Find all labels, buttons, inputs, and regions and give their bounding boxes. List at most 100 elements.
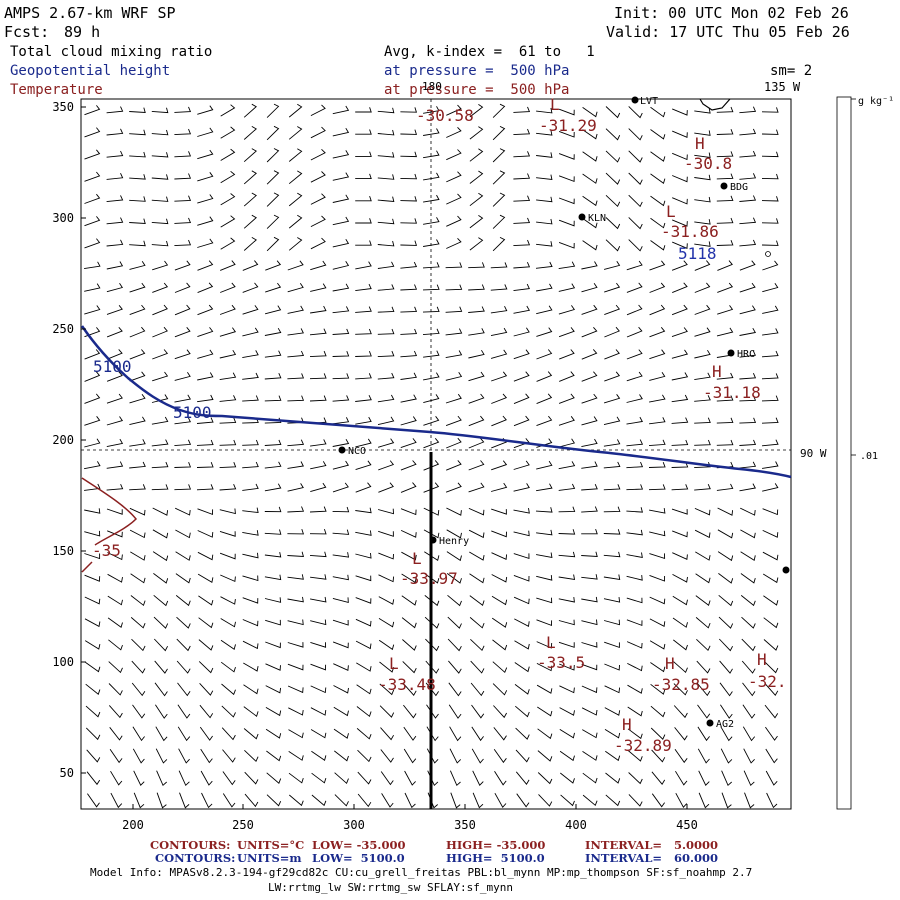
footer-temp-interval: INTERVAL= 5.0000: [585, 838, 719, 852]
wind-barb: [84, 618, 101, 628]
wind-barb: [197, 172, 214, 182]
wind-barb: [288, 707, 304, 716]
wind-barb: [671, 484, 689, 491]
wind-barb: [605, 106, 621, 119]
wind-barb: [469, 148, 484, 162]
wind-barb: [84, 508, 101, 514]
wind-barb: [536, 483, 553, 492]
wind-barb: [151, 484, 169, 491]
wind-barb: [177, 682, 191, 697]
wind-barb: [513, 483, 530, 492]
wind-barb: [400, 482, 417, 493]
wind-barb: [84, 416, 101, 426]
wind-barb: [264, 395, 282, 402]
wind-barb: [558, 416, 575, 426]
wind-barb: [377, 438, 395, 448]
wind-barb: [174, 151, 192, 158]
wind-barb: [219, 530, 236, 537]
wind-barb: [604, 349, 620, 360]
wind-barb: [84, 305, 101, 315]
wind-barb: [650, 173, 666, 185]
y-tick-label: 100: [52, 655, 74, 669]
wind-barb: [310, 574, 327, 580]
wind-barb: [152, 529, 169, 539]
wind-barb: [310, 685, 327, 694]
wind-barb: [106, 371, 123, 382]
temp-label-3397: -33.97: [400, 569, 458, 588]
wind-barb: [129, 461, 146, 469]
wind-barb: [129, 151, 146, 158]
wind-barb: [220, 260, 236, 271]
wind-barb: [176, 638, 191, 652]
wind-barb: [264, 529, 282, 535]
wind-barb: [762, 551, 779, 561]
wind-barb: [355, 218, 372, 224]
wind-barb: [581, 371, 598, 382]
wind-barb: [219, 484, 237, 491]
wind-barb: [447, 616, 462, 629]
wind-barb: [603, 439, 621, 447]
wind-barb: [84, 461, 101, 470]
height-label-1: 5100: [93, 357, 132, 376]
wind-barb: [288, 237, 303, 251]
wind-barb: [536, 597, 553, 604]
wind-barb: [85, 683, 101, 695]
wind-barb: [716, 439, 734, 446]
wind-barb: [765, 726, 778, 741]
x-tick-label: 400: [565, 818, 587, 832]
wind-barb: [242, 395, 259, 402]
height-label-low: 5118: [678, 244, 717, 263]
wind-barb: [513, 327, 530, 337]
wind-barb: [763, 639, 779, 651]
wind-barb: [537, 728, 553, 740]
wind-barb: [469, 617, 485, 629]
wind-barb: [628, 750, 643, 762]
wind-barb: [490, 349, 508, 359]
wind-barb: [470, 660, 485, 674]
wind-barb: [559, 349, 575, 360]
wind-barb: [761, 173, 779, 180]
temp-letter-h4: H: [622, 715, 632, 734]
wind-barb: [491, 574, 508, 583]
wind-barb: [84, 371, 101, 382]
small-island: [765, 251, 771, 257]
wind-barb: [672, 617, 688, 628]
wind-barb: [153, 594, 169, 607]
wind-barb: [559, 707, 575, 716]
wind-barb: [243, 662, 259, 672]
wind-barb: [333, 706, 349, 717]
wind-barb: [739, 395, 757, 402]
wind-barb: [332, 506, 350, 513]
wind-barb: [718, 573, 734, 584]
temp-label-32: -32.: [748, 672, 787, 691]
wind-barb: [287, 506, 305, 513]
wind-barb: [626, 461, 644, 469]
wind-barb: [84, 105, 101, 116]
svg-text:Henry: Henry: [439, 536, 469, 547]
wind-barb: [310, 260, 327, 271]
wind-barb: [356, 728, 372, 740]
wind-barb: [400, 460, 417, 471]
wind-barb: [582, 129, 598, 140]
wind-barb: [332, 127, 350, 137]
wind-barb: [761, 439, 779, 447]
wind-barb: [558, 241, 575, 249]
footer-height-units: UNITS=m: [237, 851, 302, 865]
wind-barb: [84, 283, 101, 292]
temp-label-335: -33.5: [537, 653, 585, 672]
wind-barb: [469, 104, 484, 118]
wind-barb: [355, 195, 372, 202]
wind-barb: [355, 328, 372, 335]
wind-barb: [494, 792, 507, 808]
wind-barb: [377, 372, 395, 380]
wind-barb: [84, 640, 101, 650]
wind-barb: [626, 597, 643, 604]
wind-barb: [107, 349, 123, 360]
wind-barb: [242, 282, 259, 293]
wind-barb: [106, 128, 124, 136]
wind-barb: [558, 574, 576, 580]
wind-barb: [220, 282, 236, 293]
wind-barb: [626, 371, 643, 382]
wind-barb: [604, 729, 621, 739]
